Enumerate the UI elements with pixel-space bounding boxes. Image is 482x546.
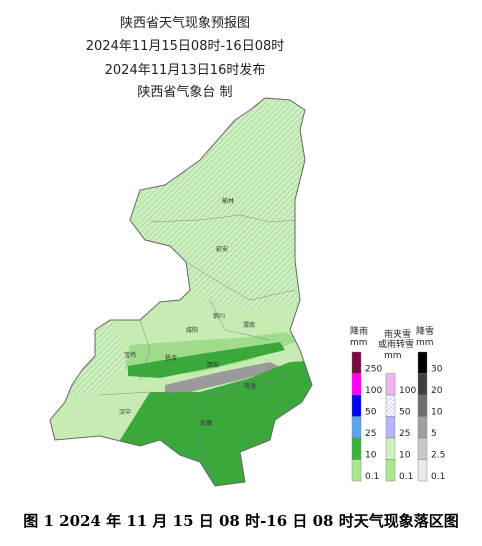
city-label: 渭南 bbox=[243, 321, 255, 329]
city-label: 杨凌 bbox=[165, 354, 177, 362]
city-borders bbox=[99, 214, 301, 487]
snow-band bbox=[165, 362, 282, 392]
legend-swatch bbox=[417, 351, 428, 374]
legend-tick: 10 bbox=[431, 408, 443, 418]
header-issued: 2024年11月13日16时发布 bbox=[105, 62, 266, 78]
legend-tick: 2.5 bbox=[431, 451, 445, 461]
legend-tick: 250 bbox=[365, 365, 382, 375]
legend-swatch bbox=[417, 416, 428, 439]
city-label: 铜川 bbox=[213, 312, 225, 320]
legend-title: 降雨 bbox=[350, 325, 368, 337]
legend-swatch bbox=[385, 416, 396, 439]
legend-swatch bbox=[351, 416, 362, 439]
legend-tick: 20 bbox=[431, 386, 443, 396]
legend-swatch bbox=[417, 394, 428, 417]
legend-swatch bbox=[417, 437, 428, 460]
legend-swatch bbox=[417, 459, 428, 482]
legend-tick: 25 bbox=[365, 429, 376, 439]
city-label: 安康 bbox=[200, 419, 212, 427]
legend: 降雨mm2501005025100.1雨夹雪或雨转雪mm1005025100.1… bbox=[350, 325, 445, 482]
legend-swatch bbox=[385, 394, 396, 417]
legend-tick: 0.1 bbox=[365, 472, 379, 482]
legend-tick: 10 bbox=[365, 451, 377, 461]
header-period: 2024年11月15日08时-16日08时 bbox=[86, 39, 285, 54]
city-label: 汉中 bbox=[119, 408, 131, 416]
city-label: 宝鸡 bbox=[124, 351, 136, 359]
legend-unit: mm bbox=[350, 338, 368, 348]
legend-tick: 5 bbox=[431, 429, 437, 439]
legend-swatch bbox=[351, 437, 362, 460]
legend-tick: 30 bbox=[431, 365, 443, 375]
rain-band bbox=[128, 342, 285, 378]
legend-swatch bbox=[385, 373, 396, 396]
legend-tick: 0.1 bbox=[431, 472, 445, 482]
legend-tick: 50 bbox=[399, 408, 411, 418]
legend-swatch bbox=[351, 394, 362, 417]
city-label: 咸阳 bbox=[186, 326, 198, 334]
legend-title: 降雪 bbox=[416, 325, 434, 337]
legend-tick: 100 bbox=[365, 386, 382, 396]
header-title: 陕西省天气现象预报图 bbox=[120, 15, 250, 31]
legend-swatch bbox=[351, 373, 362, 396]
legend-unit: mm bbox=[416, 338, 434, 348]
legend-tick: 50 bbox=[365, 408, 377, 418]
city-label: 商洛 bbox=[244, 382, 256, 390]
city-label: 西安 bbox=[207, 361, 219, 369]
city-label: 榆林 bbox=[222, 197, 234, 205]
legend-title: 雨夹雪 bbox=[384, 328, 411, 340]
city-label: 延安 bbox=[216, 245, 228, 253]
legend-title: 或雨转雪 bbox=[378, 338, 414, 350]
legend-swatch bbox=[351, 459, 362, 482]
legend-tick: 0.1 bbox=[399, 472, 413, 482]
province-border bbox=[49, 97, 313, 487]
legend-tick: 25 bbox=[399, 429, 410, 439]
legend-swatch bbox=[351, 351, 362, 374]
caption: 图 1 2024 年 11 月 15 日 08 时-16 日 08 时天气现象落… bbox=[23, 512, 458, 530]
legend-swatch bbox=[385, 459, 396, 482]
province-map bbox=[50, 98, 312, 486]
legend-unit: mm bbox=[384, 351, 402, 361]
legend-swatch bbox=[417, 373, 428, 396]
legend-tick: 100 bbox=[399, 386, 416, 396]
legend-tick: 10 bbox=[399, 451, 411, 461]
legend-swatch bbox=[385, 437, 396, 460]
header-agency: 陕西省气象台 制 bbox=[137, 84, 232, 100]
